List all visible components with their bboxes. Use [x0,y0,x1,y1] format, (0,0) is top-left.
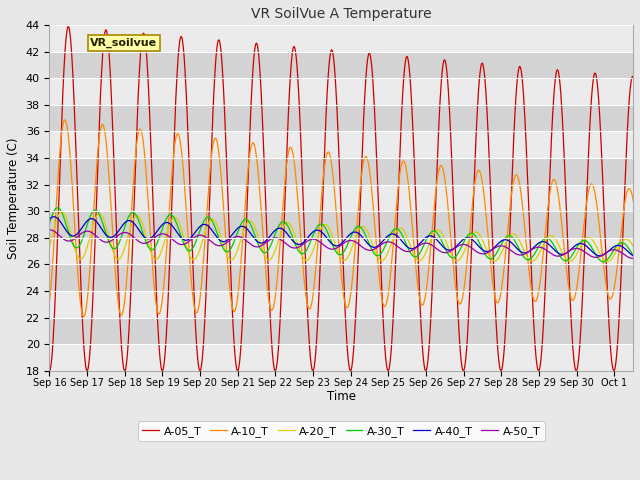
Title: VR SoilVue A Temperature: VR SoilVue A Temperature [251,7,431,21]
Bar [49,25,633,51]
Y-axis label: Soil Temperature (C): Soil Temperature (C) [7,137,20,259]
Line: A-20_T: A-20_T [49,212,640,262]
Bar [49,78,633,105]
Line: A-05_T: A-05_T [49,26,640,371]
Bar [49,238,633,264]
Line: A-30_T: A-30_T [49,208,640,263]
Line: A-50_T: A-50_T [49,230,640,259]
Bar [49,185,633,211]
Line: A-10_T: A-10_T [49,120,640,316]
Bar [49,132,633,158]
Legend: A-05_T, A-10_T, A-20_T, A-30_T, A-40_T, A-50_T: A-05_T, A-10_T, A-20_T, A-30_T, A-40_T, … [138,421,545,441]
X-axis label: Time: Time [327,390,356,403]
Bar [49,291,633,318]
Text: VR_soilvue: VR_soilvue [90,37,157,48]
Bar [49,344,633,371]
Line: A-40_T: A-40_T [49,217,640,257]
